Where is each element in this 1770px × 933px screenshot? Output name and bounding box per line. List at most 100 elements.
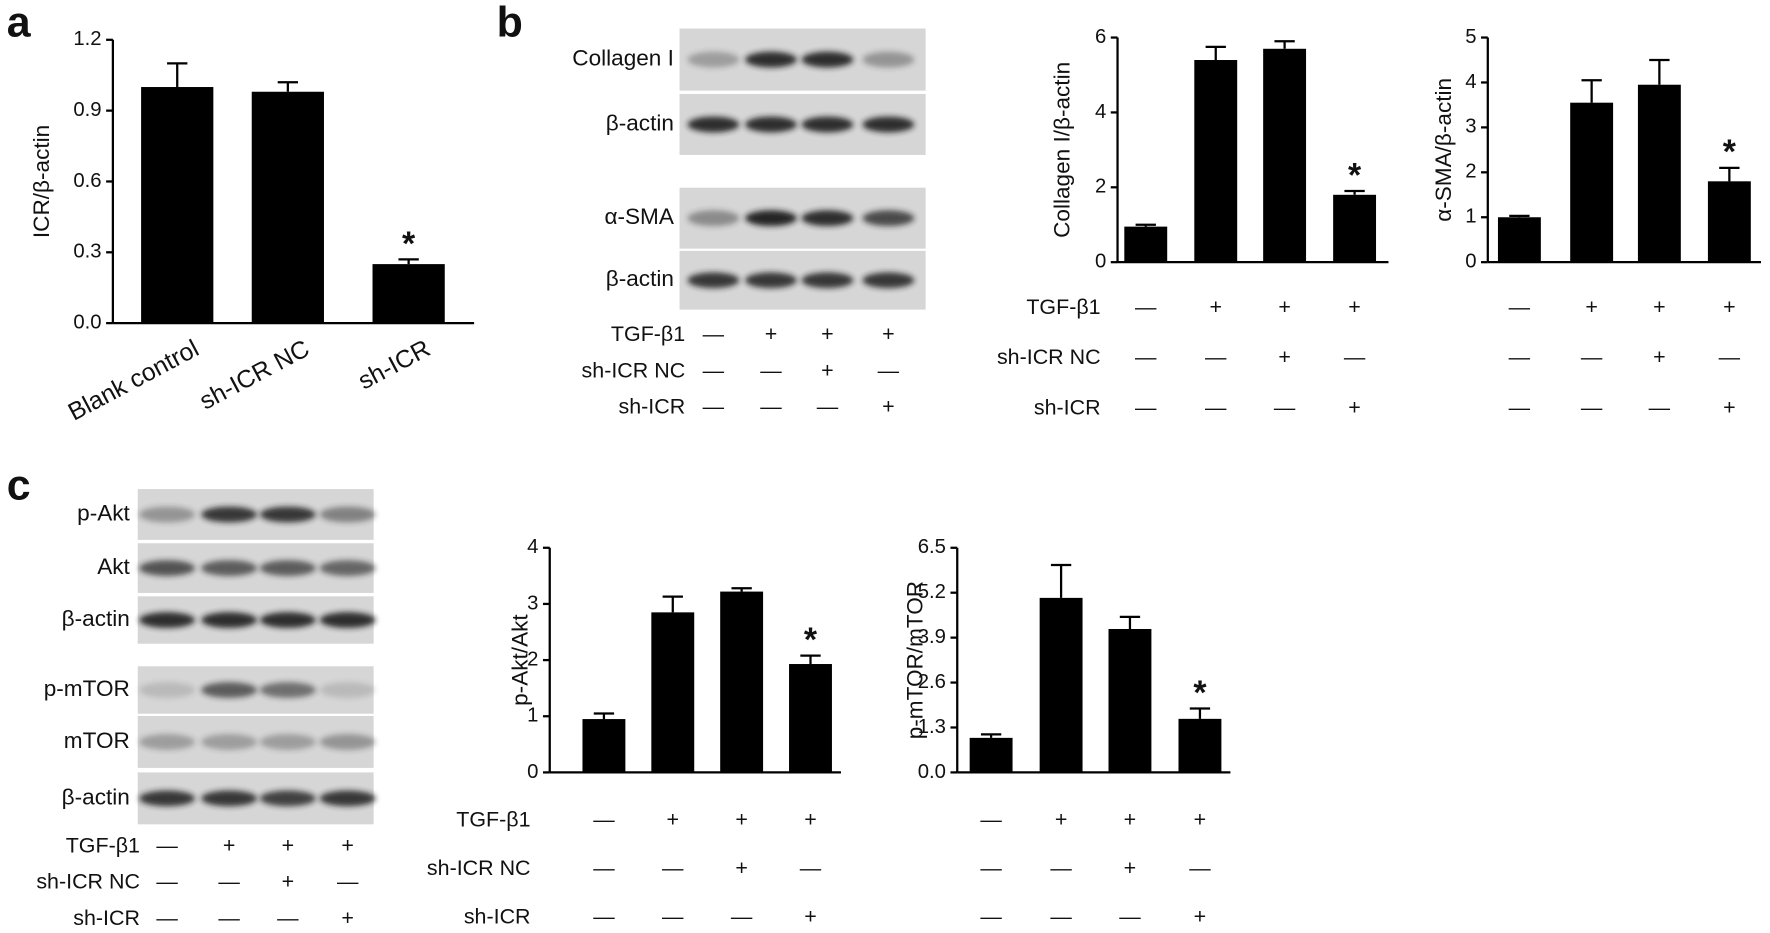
- y-tick-label: 0: [1095, 251, 1106, 273]
- bar: [1570, 102, 1614, 263]
- condition-sign: +: [282, 870, 295, 894]
- blot-lane-label: p-mTOR: [44, 676, 130, 701]
- bar: [651, 612, 695, 773]
- panel-label: b: [497, 0, 523, 46]
- condition-name: sh-ICR: [1034, 396, 1101, 420]
- panel-label: a: [7, 0, 32, 46]
- error-bar: [1205, 45, 1226, 61]
- blot-lane-label: mTOR: [64, 728, 130, 753]
- y-tick-label: 5: [1465, 26, 1476, 48]
- blot-band: [801, 51, 854, 68]
- blot-lane-label: β-actin: [62, 606, 130, 631]
- condition-sign: —: [218, 906, 240, 930]
- blot-band: [801, 116, 854, 133]
- bar: [1108, 628, 1152, 773]
- x-tick-label: Blank control: [64, 335, 203, 426]
- condition-sign: —: [800, 856, 822, 880]
- bar: [1637, 84, 1681, 263]
- blot-band: [862, 210, 915, 227]
- condition-name: TGF-β1: [66, 834, 140, 858]
- condition-sign: +: [882, 394, 895, 418]
- condition-sign: +: [1055, 808, 1068, 832]
- blot-band: [319, 682, 376, 698]
- y-tick-label: 6: [1095, 26, 1106, 48]
- condition-sign: —: [593, 808, 615, 832]
- blot-lane-label: Akt: [97, 554, 130, 579]
- y-tick-label: 0: [527, 761, 538, 783]
- condition-sign: +: [667, 808, 680, 832]
- blot-band: [745, 51, 797, 68]
- condition-sign: —: [156, 906, 178, 930]
- y-tick-label: 6.5: [918, 536, 946, 558]
- blot-band: [862, 116, 915, 133]
- y-axis-label: α-SMA/β-actin: [1431, 78, 1456, 222]
- condition-sign: —: [1189, 856, 1211, 880]
- bar: [1333, 194, 1377, 263]
- blot-band: [139, 682, 196, 698]
- y-tick-label: 5.2: [918, 581, 946, 603]
- condition-sign: —: [760, 358, 782, 382]
- blot-band: [745, 210, 797, 227]
- y-tick-label: 0.3: [73, 241, 101, 263]
- blot-band: [139, 612, 196, 628]
- blot-band: [687, 210, 740, 227]
- condition-sign: —: [980, 905, 1002, 929]
- condition-sign: +: [1278, 295, 1291, 319]
- blot-lane-label: β-actin: [606, 266, 674, 291]
- condition-sign: —: [731, 905, 753, 929]
- y-tick-label: 0.0: [918, 761, 946, 783]
- bar: [720, 591, 764, 773]
- blot-band: [687, 272, 740, 289]
- blot-band: [201, 790, 258, 807]
- condition-sign: +: [765, 322, 778, 346]
- condition-sign: —: [662, 905, 684, 929]
- bar: [1194, 60, 1238, 263]
- condition-sign: —: [980, 808, 1002, 832]
- y-tick-label: 0.6: [73, 170, 101, 192]
- condition-name: sh-ICR NC: [582, 358, 686, 382]
- error-bar: [1189, 707, 1211, 719]
- blot-band: [319, 790, 376, 807]
- condition-sign: —: [593, 905, 615, 929]
- condition-sign: —: [760, 394, 782, 418]
- blot-band: [259, 612, 316, 628]
- blot-band: [862, 51, 915, 68]
- x-tick-label: sh-ICR: [354, 335, 435, 395]
- condition-sign: —: [1719, 345, 1741, 369]
- blot-band: [139, 506, 196, 523]
- condition-name: sh-ICR NC: [997, 345, 1101, 369]
- error-bar: [662, 595, 683, 613]
- condition-sign: —: [1205, 396, 1227, 420]
- condition-sign: +: [1723, 295, 1736, 319]
- condition-sign: +: [882, 322, 895, 346]
- condition-sign: —: [1581, 345, 1603, 369]
- blot-lane-label: β-actin: [606, 110, 674, 135]
- condition-sign: —: [156, 834, 178, 858]
- y-axis-label: Collagen I/β-actin: [1049, 62, 1074, 238]
- blot-band: [201, 682, 258, 698]
- panel-label: c: [7, 461, 31, 509]
- blot-band: [319, 506, 376, 523]
- condition-name: sh-ICR: [464, 905, 531, 929]
- y-tick-label: 3: [527, 592, 538, 614]
- y-tick-label: 4: [527, 536, 538, 558]
- error-bar: [800, 654, 821, 665]
- error-bar: [398, 258, 419, 265]
- blot-lane-label: β-actin: [62, 784, 130, 809]
- error-bar: [1050, 563, 1072, 598]
- condition-sign: —: [593, 856, 615, 880]
- condition-sign: +: [1653, 345, 1666, 369]
- y-tick-label: 4: [1095, 101, 1106, 123]
- y-tick-label: 2: [527, 648, 538, 670]
- error-bar: [1344, 189, 1365, 195]
- y-tick-label: 1.3: [918, 716, 946, 738]
- condition-sign: —: [1050, 905, 1072, 929]
- blot-band: [201, 506, 258, 523]
- condition-sign: +: [804, 808, 817, 832]
- blot-band: [687, 51, 740, 68]
- error-bar: [1719, 166, 1740, 182]
- y-tick-label: 0: [1465, 251, 1476, 273]
- condition-sign: +: [1723, 396, 1736, 420]
- condition-sign: —: [1509, 345, 1531, 369]
